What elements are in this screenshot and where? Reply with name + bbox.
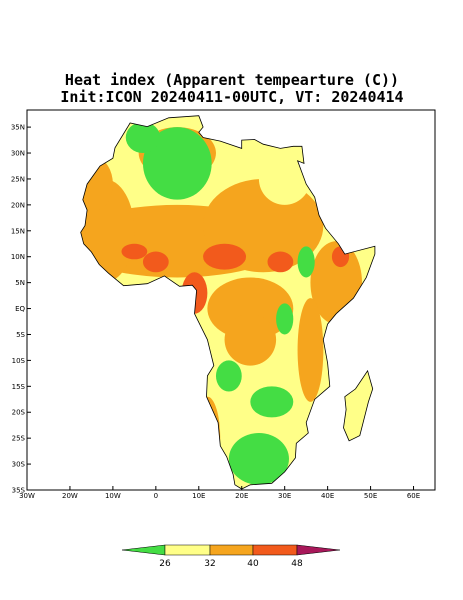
field-green bbox=[297, 246, 315, 278]
y-tick-label: 35S bbox=[12, 487, 26, 495]
field-red bbox=[121, 243, 148, 260]
y-tick-label: EQ bbox=[15, 305, 25, 313]
x-tick-label: 50E bbox=[364, 492, 377, 500]
colorbar-label: 26 bbox=[159, 559, 171, 569]
colorbar-segment bbox=[209, 544, 254, 556]
title: Heat index (Apparent tempearture (C)) bbox=[65, 71, 399, 89]
x-tick-label: 10E bbox=[192, 492, 205, 500]
field-orange bbox=[194, 396, 221, 480]
field-green bbox=[125, 121, 161, 154]
y-tick-label: 20S bbox=[12, 409, 26, 417]
colorbar-label: 48 bbox=[291, 559, 303, 569]
map-area bbox=[80, 115, 376, 490]
x-tick-label: 30W bbox=[19, 492, 35, 500]
y-tick-label: 20N bbox=[11, 201, 25, 209]
field-green bbox=[228, 432, 289, 485]
field-green bbox=[250, 386, 294, 418]
x-tick-label: 20E bbox=[235, 492, 248, 500]
field-green bbox=[142, 127, 212, 200]
y-tick-label: 35N bbox=[11, 124, 25, 132]
y-tick-label: 30N bbox=[11, 150, 25, 158]
heat-field bbox=[80, 115, 375, 489]
coastline bbox=[80, 115, 376, 490]
field-red bbox=[142, 251, 169, 273]
colorbar-high bbox=[296, 544, 341, 556]
field-orange bbox=[297, 298, 324, 402]
colorbar-segment bbox=[252, 544, 298, 556]
x-tick-label: 20W bbox=[62, 492, 78, 500]
field-orange bbox=[224, 313, 277, 366]
colorbar-low bbox=[121, 544, 166, 556]
x-tick-label: 40E bbox=[321, 492, 334, 500]
field-red bbox=[181, 272, 208, 314]
y-tick-label: 5N bbox=[15, 279, 25, 287]
field-red bbox=[331, 246, 350, 268]
colorbar-label: 32 bbox=[204, 559, 215, 569]
subtitle: Init:ICON 20240411-00UTC, VT: 20240414 bbox=[60, 88, 403, 106]
field-orange bbox=[207, 277, 294, 340]
field-green bbox=[215, 360, 242, 392]
x-tick-label: 10W bbox=[105, 492, 121, 500]
field-yellow bbox=[258, 153, 311, 205]
y-tick-label: 30S bbox=[12, 461, 26, 469]
y-tick-label: 15S bbox=[12, 383, 26, 391]
x-tick-label: 0 bbox=[154, 492, 158, 500]
field-red bbox=[267, 251, 294, 273]
colorbar-label: 40 bbox=[247, 559, 259, 569]
y-tick-label: 10N bbox=[11, 253, 25, 261]
field-red bbox=[203, 243, 247, 270]
y-tick-label: 25N bbox=[11, 175, 25, 183]
y-tick-label: 15N bbox=[11, 227, 25, 235]
y-tick-label: 5S bbox=[16, 331, 25, 339]
x-tick-label: 30E bbox=[278, 492, 291, 500]
x-tick-label: 60E bbox=[407, 492, 420, 500]
colorbar-segment bbox=[164, 544, 211, 556]
colorbar: 26 32 40 48 bbox=[121, 544, 341, 569]
field-green bbox=[276, 303, 294, 335]
y-tick-label: 10S bbox=[12, 357, 26, 365]
map-frame bbox=[26, 109, 436, 491]
y-tick-label: 25S bbox=[12, 435, 26, 443]
